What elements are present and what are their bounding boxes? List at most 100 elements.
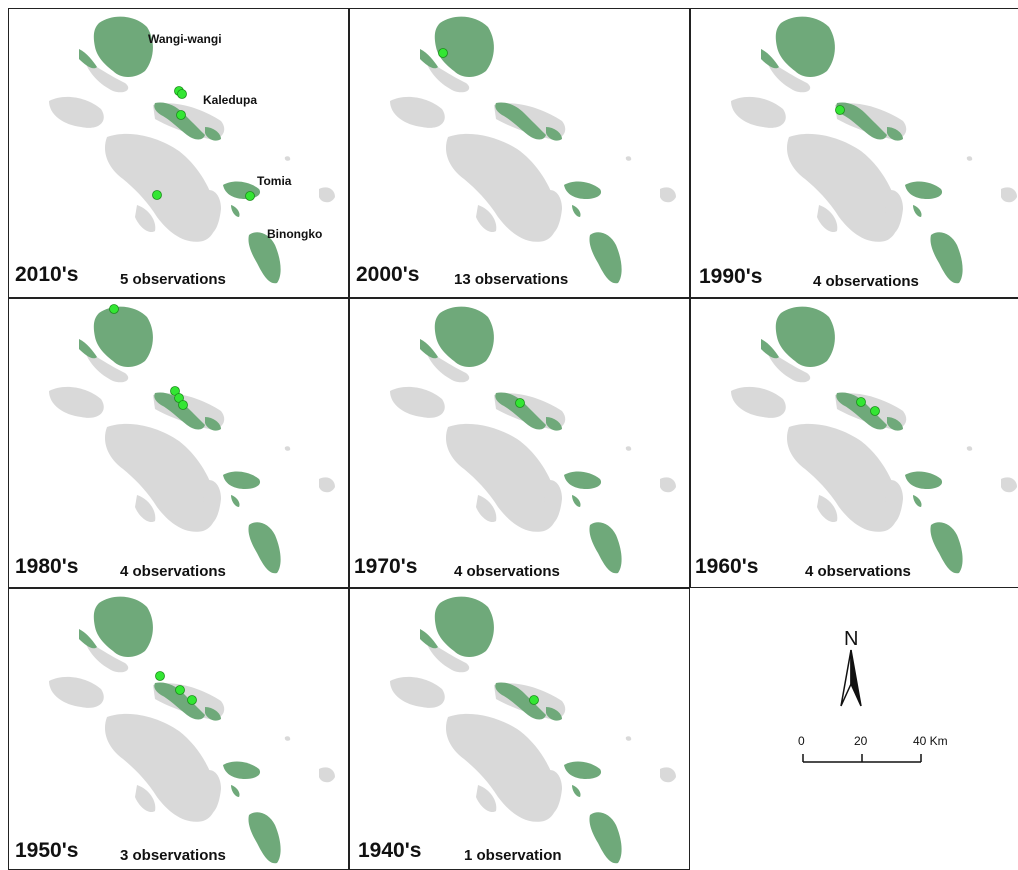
park-island-shape — [589, 232, 621, 283]
land-shape — [731, 97, 786, 128]
map-panel-1990s: 1990's 4 observations — [690, 8, 1018, 298]
land-shape — [660, 477, 676, 492]
map-panel-1940s: 1940's 1 observation — [349, 588, 690, 870]
park-island-shape — [572, 205, 581, 217]
park-island-shape — [564, 182, 601, 199]
observation-count: 4 observations — [805, 563, 911, 580]
park-island-shape — [761, 339, 779, 358]
land-shape — [626, 446, 631, 451]
decade-label: 1990's — [699, 265, 762, 289]
land-shape — [731, 387, 786, 418]
label-kaledupa: Kaledupa — [203, 93, 257, 107]
land-shape — [390, 677, 445, 708]
park-island-shape — [94, 307, 153, 367]
park-island-shape — [94, 597, 153, 657]
observation-count: 4 observations — [120, 563, 226, 580]
land-shape — [105, 134, 217, 242]
park-island-shape — [79, 49, 97, 68]
observation-point — [246, 192, 255, 201]
label-wangi-wangi: Wangi-wangi — [148, 32, 222, 46]
north-arrow-icon — [841, 650, 861, 706]
land-shape — [446, 424, 558, 532]
park-island-shape — [930, 522, 962, 573]
map-panel-2000s: 2000's 13 observations — [349, 8, 690, 298]
observation-count: 13 observations — [454, 271, 568, 288]
land-shape — [886, 480, 903, 524]
map-panel-2010s: Wangi-wangi Kaledupa Tomia Binongko 2010… — [8, 8, 349, 298]
observation-point — [439, 49, 448, 58]
map-panel-1950s: 1950's 3 observations — [8, 588, 349, 870]
land-shape — [545, 190, 562, 234]
observation-count: 3 observations — [120, 847, 226, 864]
scale-tick-40: 40 Km — [913, 734, 948, 748]
observation-point — [177, 111, 186, 120]
park-island-shape — [248, 522, 280, 573]
land-shape — [660, 767, 676, 782]
park-island-shape — [761, 49, 779, 68]
observation-point — [871, 407, 880, 416]
scale-tick-0: 0 — [798, 734, 805, 748]
land-shape — [1001, 187, 1017, 202]
land-shape — [1001, 477, 1017, 492]
park-island-shape — [231, 205, 240, 217]
park-island-shape — [589, 522, 621, 573]
scale-tick-20: 20 — [854, 734, 867, 748]
island-map — [691, 9, 1018, 297]
legend-panel: N 0 20 40 Km — [689, 588, 1018, 870]
park-island-shape — [223, 762, 260, 779]
land-shape — [545, 770, 562, 814]
map-panel-1970s: 1970's 4 observations — [349, 298, 690, 588]
park-island-shape — [930, 232, 962, 283]
park-island-shape — [231, 495, 240, 507]
observation-point — [179, 401, 188, 410]
land-shape — [319, 187, 335, 202]
park-island-shape — [79, 339, 97, 358]
park-island-shape — [776, 17, 835, 77]
land-shape — [390, 97, 445, 128]
park-island-shape — [913, 205, 922, 217]
decade-label: 1960's — [695, 555, 758, 579]
decade-label: 1940's — [358, 839, 421, 863]
observation-point — [176, 686, 185, 695]
land-shape — [319, 767, 335, 782]
observation-point — [188, 696, 197, 705]
observation-point — [156, 672, 165, 681]
park-island-shape — [79, 629, 97, 648]
park-island-shape — [776, 307, 835, 367]
observation-point — [857, 398, 866, 407]
scale-bar — [803, 754, 921, 762]
land-shape — [105, 424, 217, 532]
land-shape — [446, 714, 558, 822]
observation-point — [516, 399, 525, 408]
island-map — [691, 299, 1018, 587]
label-tomia: Tomia — [257, 174, 291, 188]
land-shape — [105, 714, 217, 822]
park-island-shape — [435, 17, 494, 77]
north-label: N — [844, 628, 858, 651]
decade-label: 1970's — [354, 555, 417, 579]
park-island-shape — [231, 785, 240, 797]
land-shape — [285, 446, 290, 451]
observation-point — [110, 305, 119, 314]
island-map — [350, 589, 689, 869]
land-shape — [204, 480, 221, 524]
park-island-shape — [420, 339, 438, 358]
park-island-shape — [435, 307, 494, 367]
park-island-shape — [435, 597, 494, 657]
park-island-shape — [223, 472, 260, 489]
park-island-shape — [94, 17, 153, 77]
map-panel-1960s: 1960's 4 observations — [690, 298, 1018, 588]
observation-count: 4 observations — [813, 273, 919, 290]
land-shape — [967, 156, 972, 161]
island-map — [9, 299, 348, 587]
land-shape — [49, 97, 104, 128]
label-binongko: Binongko — [267, 227, 322, 241]
park-island-shape — [420, 49, 438, 68]
observation-point — [153, 191, 162, 200]
land-shape — [49, 387, 104, 418]
land-shape — [660, 187, 676, 202]
land-shape — [787, 134, 899, 242]
park-island-shape — [905, 182, 942, 199]
land-shape — [545, 480, 562, 524]
decade-label: 1980's — [15, 555, 78, 579]
